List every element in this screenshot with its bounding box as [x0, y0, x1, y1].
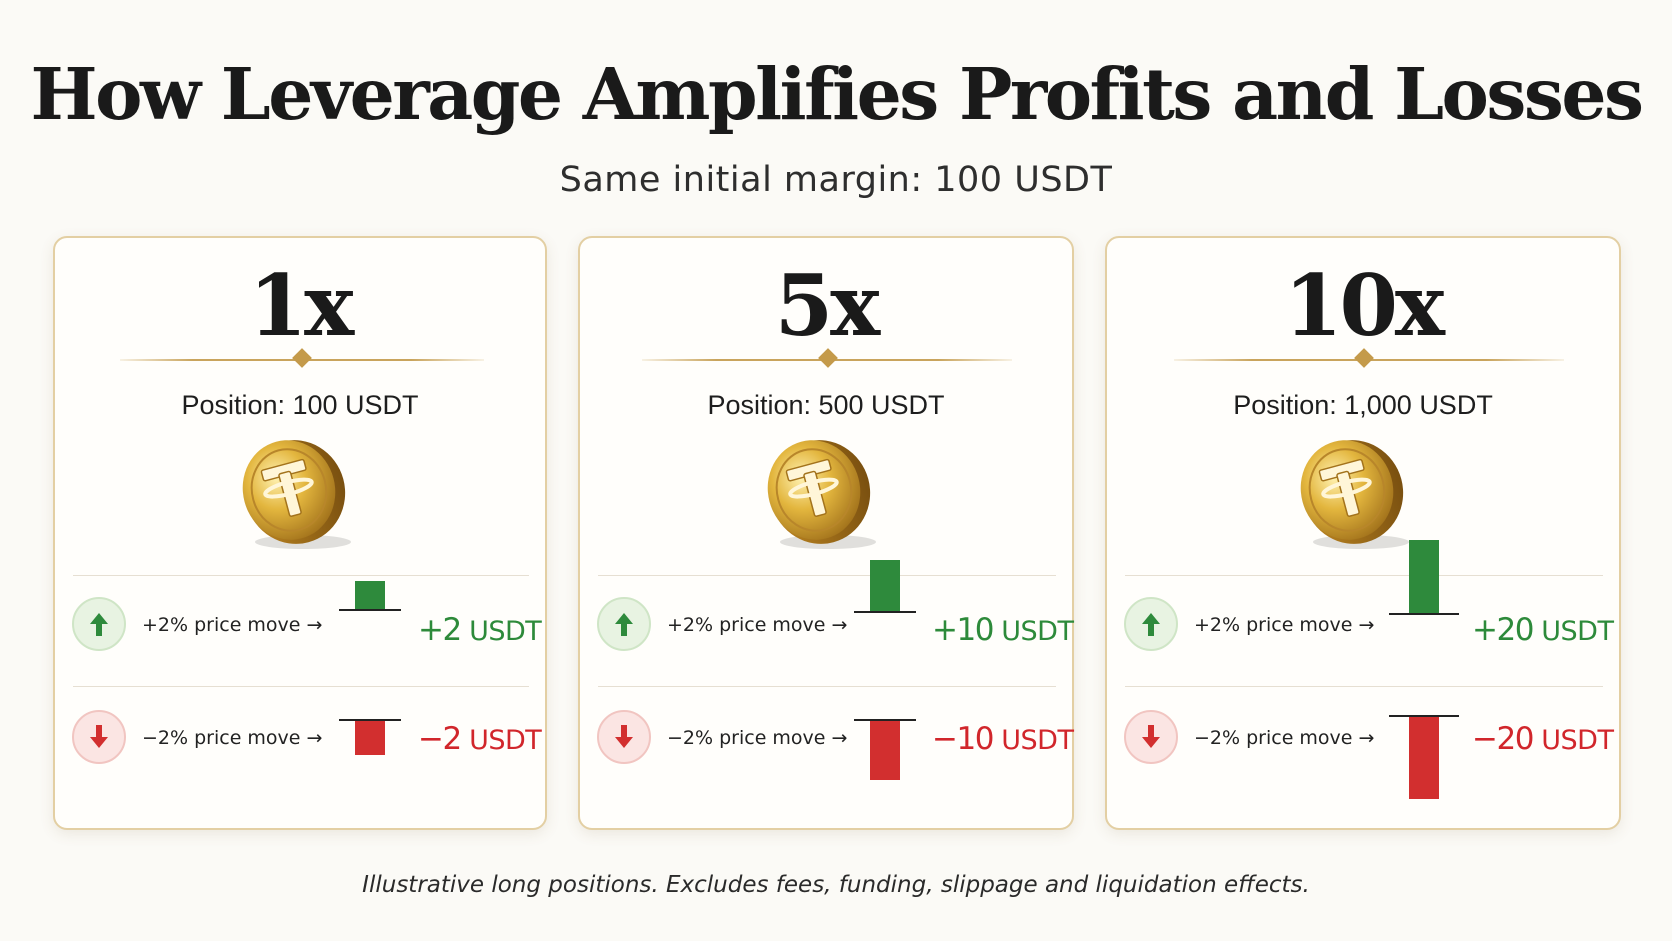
bar-baseline	[1389, 715, 1459, 717]
leverage-label: 5x	[774, 256, 881, 355]
leverage-label: 1x	[248, 256, 355, 355]
row-separator	[73, 575, 529, 576]
gain-unit: USDT	[469, 616, 542, 647]
price-move-down-label: −2% price move →	[142, 727, 323, 749]
price-move-down-label: −2% price move →	[1194, 727, 1375, 749]
tether-coin-icon	[767, 440, 876, 549]
arrow-down-icon	[90, 725, 108, 748]
row-separator	[1125, 575, 1603, 576]
gain-unit: USDT	[1001, 616, 1074, 647]
arrow-up-icon	[90, 613, 108, 636]
loss-bar	[870, 721, 900, 780]
gain-unit: USDT	[1541, 616, 1614, 647]
bar-baseline	[854, 719, 916, 721]
row-separator	[1125, 686, 1603, 687]
tether-coin-icon	[242, 440, 351, 549]
price-move-up-label: +2% price move →	[667, 614, 848, 636]
leverage-card-1x: 1x Position: 100 USDT +2% price move	[53, 236, 547, 830]
bar-baseline	[339, 719, 401, 721]
loss-result: −20 USDT	[1472, 721, 1614, 757]
loss-result: −10 USDT	[932, 721, 1074, 757]
price-down-indicator	[597, 710, 651, 764]
price-up-indicator	[1124, 597, 1178, 651]
loss-unit: USDT	[1001, 725, 1074, 756]
loss-result: −2 USDT	[418, 721, 542, 757]
gain-result: +20 USDT	[1472, 612, 1614, 648]
price-move-up-label: +2% price move →	[142, 614, 323, 636]
leverage-card-5x: 5x Position: 500 USDT +2% price move	[578, 236, 1074, 830]
bar-baseline	[854, 611, 916, 613]
gain-result: +10 USDT	[932, 612, 1074, 648]
leverage-label: 10x	[1284, 256, 1445, 355]
gain-result: +2 USDT	[418, 612, 542, 648]
footnote: Illustrative long positions. Excludes fe…	[362, 872, 1310, 898]
leverage-card-10x: 10x Position: 1,000 USDT +2% price m	[1105, 236, 1621, 830]
price-move-up-label: +2% price move →	[1194, 614, 1375, 636]
page-subtitle: Same initial margin: 100 USDT	[559, 160, 1113, 200]
arrow-down-icon	[1142, 725, 1160, 748]
gain-bar	[870, 560, 900, 611]
loss-unit: USDT	[469, 725, 542, 756]
loss-bar	[355, 721, 385, 755]
loss-value: −10	[932, 721, 994, 757]
row-separator	[598, 686, 1056, 687]
gain-value: +10	[932, 612, 994, 648]
price-up-indicator	[72, 597, 126, 651]
price-down-indicator	[1124, 710, 1178, 764]
position-size: Position: 1,000 USDT	[1233, 390, 1493, 420]
price-down-indicator	[72, 710, 126, 764]
loss-value: −2	[418, 721, 462, 757]
page-title: How Leverage Amplifies Profits and Losse…	[30, 52, 1644, 136]
bar-baseline	[339, 609, 401, 611]
arrow-down-icon	[615, 725, 633, 748]
price-up-indicator	[597, 597, 651, 651]
gain-value: +20	[1472, 612, 1534, 648]
row-separator	[73, 686, 529, 687]
row-separator	[598, 575, 1056, 576]
tether-coin-icon	[1300, 440, 1409, 549]
loss-value: −20	[1472, 721, 1534, 757]
loss-unit: USDT	[1541, 725, 1614, 756]
price-move-down-label: −2% price move →	[667, 727, 848, 749]
arrow-up-icon	[1142, 613, 1160, 636]
gain-value: +2	[418, 612, 462, 648]
gain-bar	[355, 581, 385, 609]
position-size: Position: 100 USDT	[181, 390, 419, 420]
bar-baseline	[1389, 613, 1459, 615]
loss-bar	[1409, 717, 1439, 799]
position-size: Position: 500 USDT	[707, 390, 945, 420]
arrow-up-icon	[615, 613, 633, 636]
gain-bar	[1409, 540, 1439, 613]
